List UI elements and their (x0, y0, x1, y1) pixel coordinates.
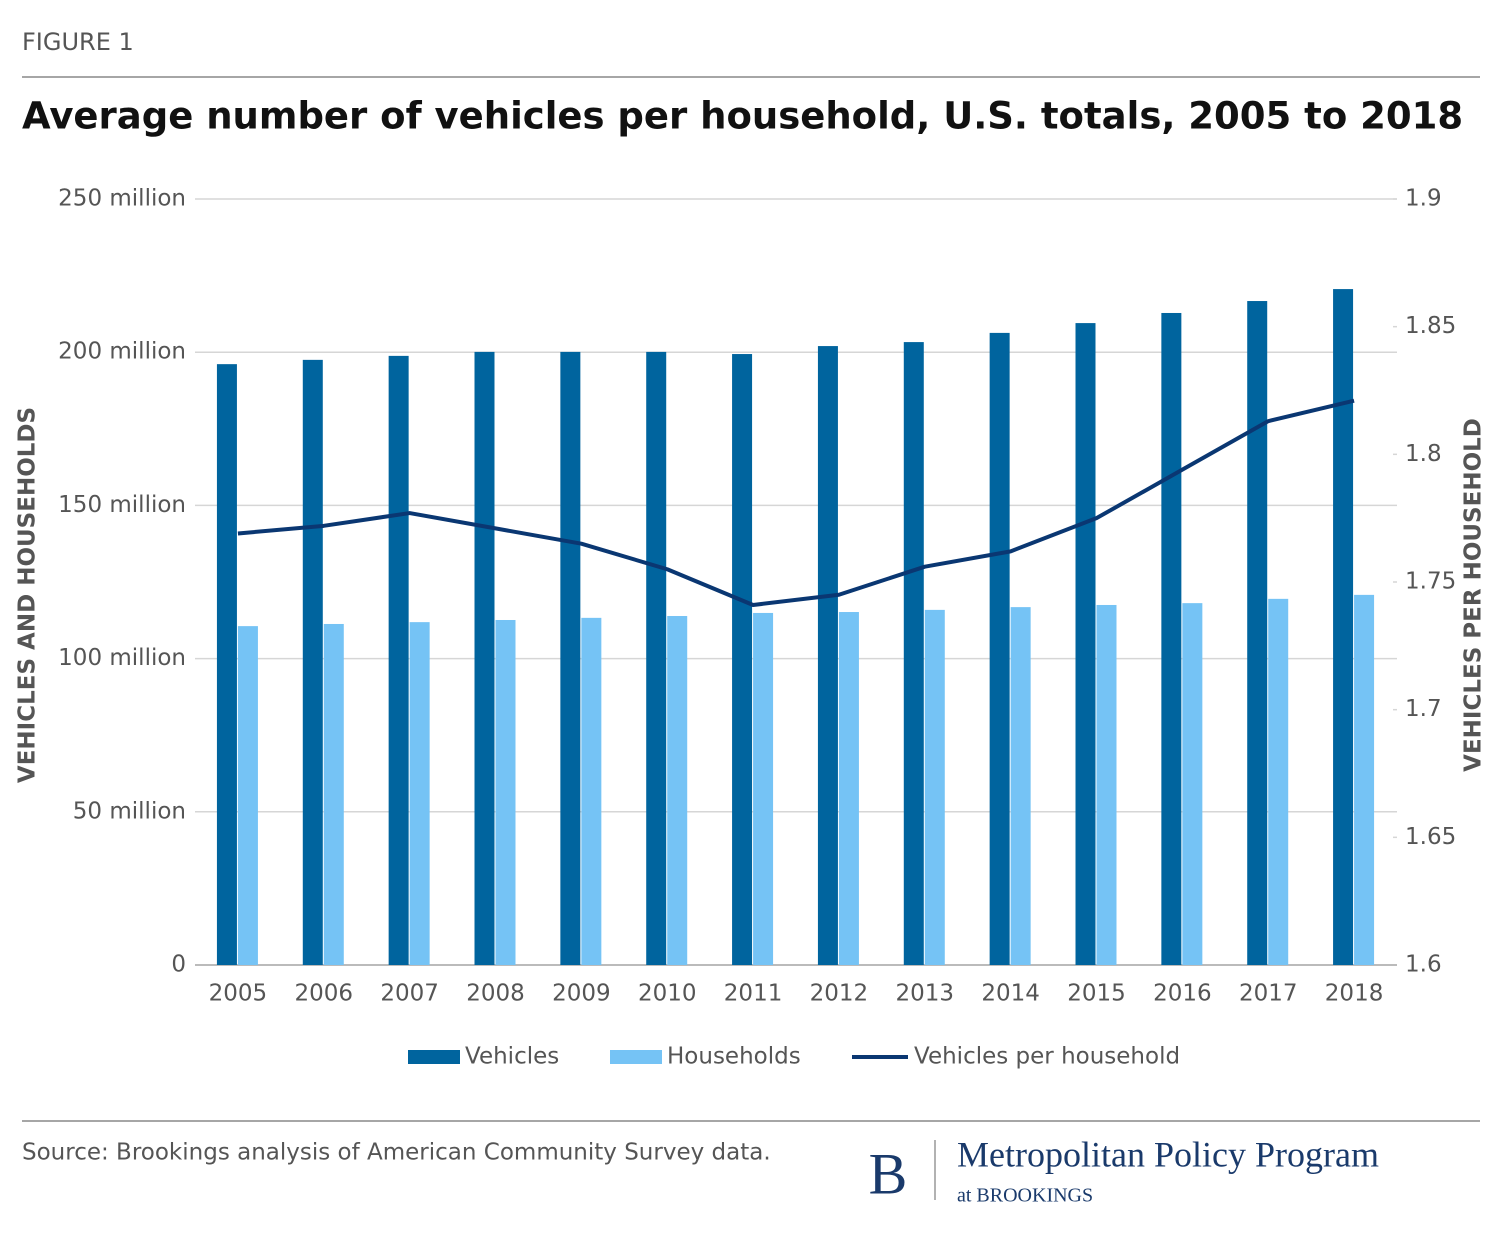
y2-tick-label: 1.85 (1405, 313, 1456, 339)
x-tick-label: 2018 (1325, 981, 1384, 1007)
y2-tick-label: 1.75 (1405, 569, 1456, 595)
legend-label: Vehicles (465, 1044, 559, 1070)
bar (903, 342, 924, 965)
x-tick-label: 2006 (295, 981, 354, 1007)
x-tick-label: 2017 (1239, 981, 1298, 1007)
y-axis-title: VEHICLES AND HOUSEHOLDS (15, 407, 41, 783)
bar (388, 355, 409, 965)
legend-label: Households (667, 1044, 801, 1070)
bar (237, 626, 258, 965)
x-tick-label: 2008 (466, 981, 525, 1007)
x-tick-label: 2015 (1067, 981, 1126, 1007)
bar (302, 359, 323, 965)
y2-tick-label: 1.8 (1405, 441, 1442, 467)
x-tick-label: 2014 (981, 981, 1040, 1007)
y-tick-label: 150 million (58, 492, 186, 518)
bar (560, 351, 581, 966)
bar (838, 612, 859, 965)
bar (817, 346, 838, 965)
y-tick-label: 200 million (58, 339, 186, 365)
x-tick-label: 2007 (380, 981, 439, 1007)
logo-name: Metropolitan Policy Program (957, 1134, 1379, 1174)
bar (1247, 301, 1268, 965)
y-tick-label: 50 million (73, 798, 186, 824)
bar (989, 332, 1010, 965)
bar (646, 351, 667, 966)
chart-title: Average number of vehicles per household… (22, 95, 1463, 138)
y2-tick-label: 1.6 (1405, 952, 1442, 978)
bar (1010, 607, 1031, 965)
bar (1268, 598, 1289, 965)
bar (732, 354, 753, 965)
bar (1161, 312, 1182, 965)
logo-mark: B (869, 1141, 908, 1206)
bar (409, 622, 430, 965)
y-tick-label: 250 million (58, 186, 186, 212)
bar (1354, 594, 1375, 965)
x-tick-label: 2011 (724, 981, 783, 1007)
bar (495, 619, 516, 965)
legend-swatch (610, 1050, 662, 1064)
legend-label: Vehicles per household (914, 1044, 1180, 1070)
source: Source: Brookings analysis of American C… (22, 1140, 771, 1166)
line (237, 398, 1355, 607)
bar (1333, 289, 1354, 965)
y2-tick-label: 1.7 (1405, 696, 1442, 722)
legend-swatch (408, 1050, 460, 1064)
x-tick-label: 2009 (552, 981, 611, 1007)
bar (753, 612, 774, 965)
x-tick-label: 2012 (810, 981, 869, 1007)
x-tick-label: 2005 (209, 981, 268, 1007)
bar (924, 609, 945, 965)
y2-tick-label: 1.65 (1405, 824, 1456, 850)
logo-sub: at BROOKINGS (957, 1185, 1093, 1207)
figure-label: FIGURE 1 (22, 28, 134, 56)
bar (1075, 323, 1096, 965)
y-tick-label: 100 million (58, 645, 186, 671)
y2-tick-label: 1.9 (1405, 186, 1442, 212)
y2-axis-title: VEHICLES PER HOUSEHOLD (1461, 418, 1487, 772)
bar (474, 351, 495, 966)
bar (216, 364, 237, 965)
x-tick-label: 2016 (1153, 981, 1212, 1007)
bar (581, 617, 602, 965)
bar (1096, 604, 1117, 965)
x-tick-label: 2013 (896, 981, 955, 1007)
y-tick-label: 0 (171, 952, 186, 978)
bar (667, 616, 688, 965)
bar (323, 623, 344, 965)
x-tick-label: 2010 (638, 981, 697, 1007)
bar (1182, 603, 1203, 965)
